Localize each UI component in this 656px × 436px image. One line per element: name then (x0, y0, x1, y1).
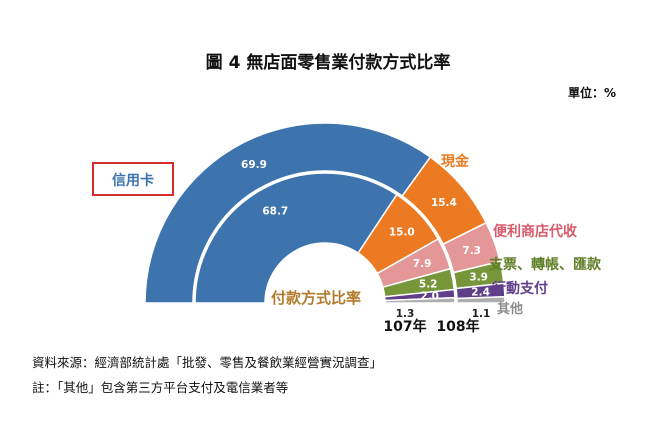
value-label-107年-2: 7.9 (413, 258, 432, 270)
value-label-108年-5: 1.1 (472, 308, 491, 320)
value-label-107年-3: 5.2 (419, 279, 438, 291)
footnote: 註：「其他」包含第三方平台支付及電信業者等 (32, 380, 288, 395)
year-label-108: 108年 (436, 318, 479, 335)
segment-108年-5 (456, 296, 506, 304)
category-label-1: 現金 (441, 153, 470, 170)
category-label-0: 信用卡 (112, 172, 154, 189)
value-label-108年-1: 15.4 (431, 197, 457, 209)
donut-rings (144, 122, 506, 304)
value-label-107年-4: 2.0 (420, 290, 439, 302)
chart-title: 圖 4 無店面零售業付款方式比率 (206, 52, 451, 73)
category-label-5: 其他 (497, 301, 523, 317)
year-label-107: 107年 (383, 318, 426, 335)
center-label: 付款方式比率 (271, 289, 361, 307)
segment-108年-0 (144, 122, 432, 304)
value-label-108年-4: 2.4 (471, 287, 490, 299)
value-label-108年-0: 69.9 (241, 159, 267, 171)
segment-107年-0 (194, 172, 398, 304)
source-note: 資料來源：經濟部統計處「批發、零售及餐飲業經營實況調查」 (32, 355, 382, 370)
unit-label: 單位：% (568, 85, 616, 100)
segment-value-labels: 68.7 15.0 7.9 5.22.0 1.3 69.9 15.4 7.3 3.9 2.4 1.1 (241, 159, 490, 320)
segment-107年-5 (384, 296, 456, 304)
value-label-107年-5: 1.3 (396, 308, 415, 320)
category-label-2: 便利商店代收 (493, 223, 578, 240)
value-label-107年-1: 15.0 (389, 226, 415, 238)
category-label-4: 行動支付 (491, 280, 548, 297)
category-label-3: 支票、轉帳、匯款 (488, 256, 602, 273)
credit-card-highlight-box (92, 162, 174, 196)
value-label-108年-3: 3.9 (469, 271, 488, 283)
value-label-107年-0: 68.7 (262, 206, 288, 218)
value-label-108年-2: 7.3 (462, 245, 481, 257)
